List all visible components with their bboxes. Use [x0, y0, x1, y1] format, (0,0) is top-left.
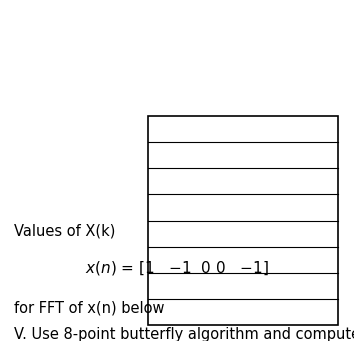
Bar	[148, 116, 338, 325]
Text: Values of X(k): Values of X(k)	[14, 223, 115, 238]
Text: for FFT of x(n) below: for FFT of x(n) below	[14, 300, 165, 315]
Text: $x(n)$ = [1   −1  0 0   −1]: $x(n)$ = [1 −1 0 0 −1]	[85, 259, 269, 277]
Text: V. Use 8-point butterfly algorithm and compute: V. Use 8-point butterfly algorithm and c…	[14, 327, 354, 341]
